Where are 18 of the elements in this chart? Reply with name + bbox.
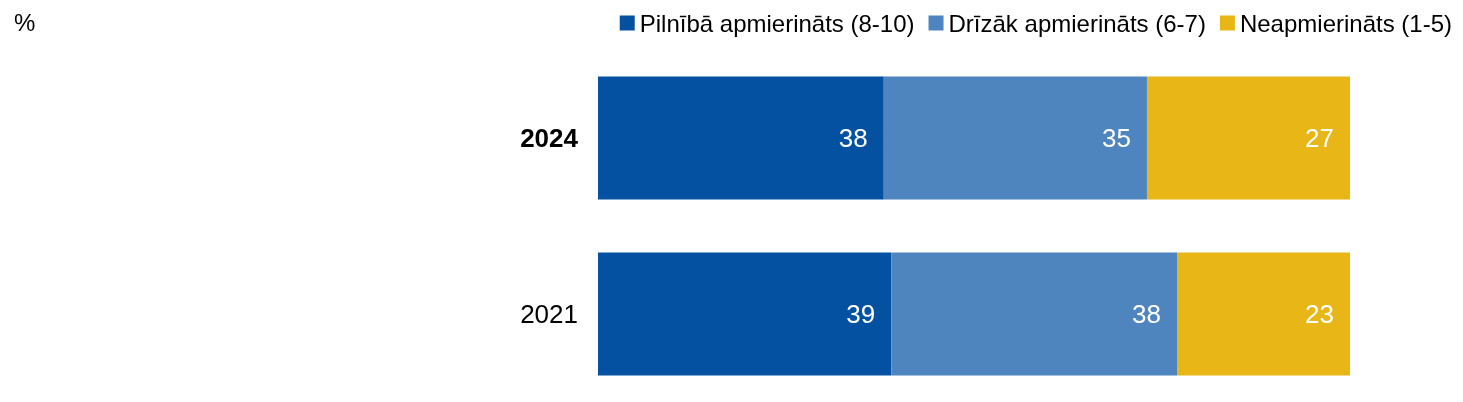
data-label: 39 bbox=[846, 299, 876, 329]
bar bbox=[1146, 76, 1350, 200]
text: % bbox=[14, 8, 36, 36]
data-label: 27 bbox=[1305, 123, 1334, 153]
data-label: 38 bbox=[838, 123, 868, 153]
data-label: 35 bbox=[1102, 123, 1131, 153]
bar bbox=[598, 252, 892, 376]
legend-label: Pilnībā apmierināts (8-10) bbox=[639, 9, 915, 37]
legend-label: Neapmierināts (1-5) bbox=[1239, 9, 1452, 37]
data-label: 38 bbox=[1132, 299, 1162, 329]
bar bbox=[1177, 252, 1350, 376]
bar bbox=[883, 76, 1147, 200]
legend-label: Drīzāk apmierināts (6-7) bbox=[948, 9, 1206, 37]
data-label: 23 bbox=[1305, 299, 1334, 329]
y-tick-label: 2021 bbox=[520, 299, 578, 329]
bar bbox=[891, 252, 1178, 376]
bar bbox=[598, 76, 884, 200]
y-tick-label: 2024 bbox=[520, 123, 579, 153]
